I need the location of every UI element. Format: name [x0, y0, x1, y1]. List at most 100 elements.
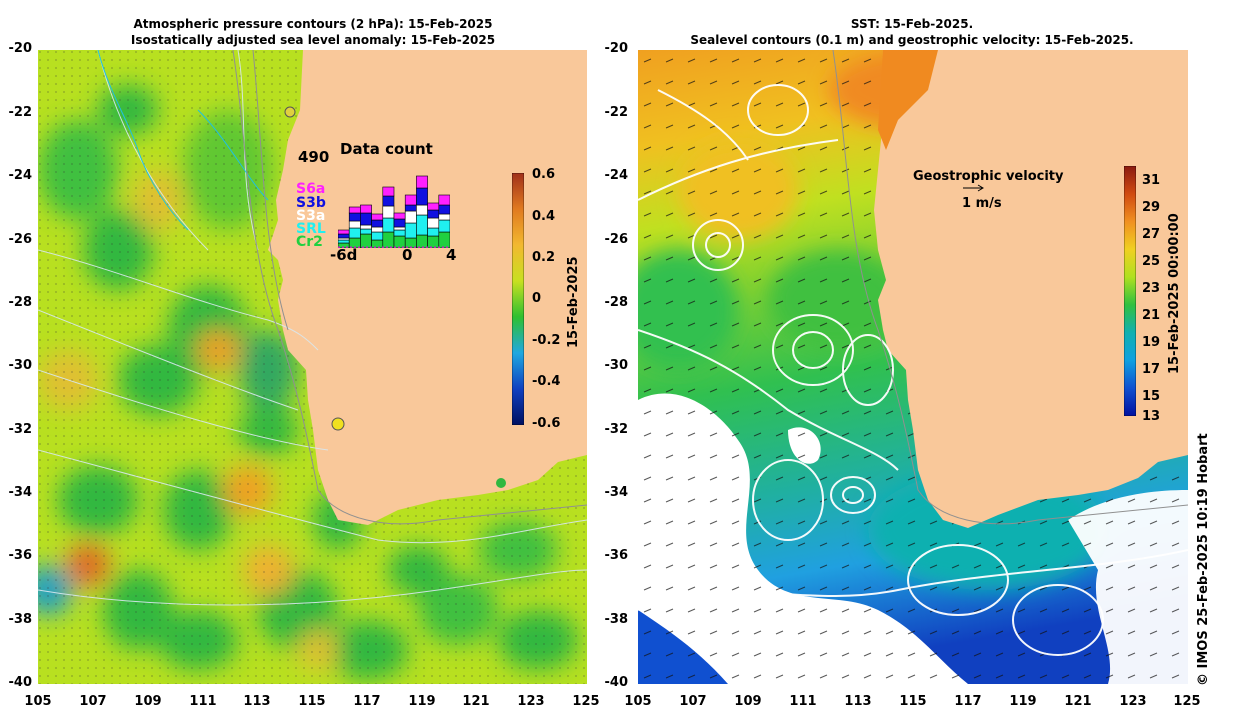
australia-land	[268, 50, 587, 525]
right-title-line2: Sealevel contours (0.1 m) and geostrophi…	[690, 33, 1134, 47]
data-count-bar-cr2	[427, 235, 440, 248]
right-x-tick: 115	[899, 694, 927, 709]
right-cbar-tick: 13	[1142, 409, 1161, 424]
data-count-bar-s6a	[348, 206, 361, 214]
right-x-tick: 113	[844, 694, 872, 709]
data-count-bar-s6a	[382, 186, 395, 197]
right-cbar-tick: 31	[1142, 173, 1161, 188]
right-y-tick: -34	[604, 485, 629, 500]
right-y-tick: -38	[604, 612, 629, 627]
data-count-bar-srl	[371, 231, 384, 241]
data-count-bar-s6a	[416, 175, 428, 189]
data-count-xlabel-zero: 0	[402, 246, 413, 264]
data-count-bar-cr2	[360, 233, 372, 248]
data-count-bar-srl	[360, 228, 372, 235]
data-count-bar-s3a	[382, 205, 395, 219]
data-count-xlabel-start: -6d	[330, 246, 358, 264]
data-count-bar-s6a	[427, 202, 440, 211]
data-count-bar-s3b	[348, 212, 361, 222]
left-map[interactable]	[38, 50, 587, 684]
data-count-bar-s3b	[338, 233, 350, 239]
legend-s3a: S3a	[296, 208, 326, 224]
data-count-bar-srl	[338, 239, 350, 244]
data-count-bar-srl	[393, 229, 406, 237]
right-cbar-tick: 19	[1142, 335, 1161, 350]
left-y-tick: -32	[8, 422, 33, 437]
right-y-tick: -26	[604, 232, 629, 247]
data-count-bar-s6a	[438, 194, 450, 206]
right-cbar-tick: 23	[1142, 281, 1161, 296]
legend-s3b: S3b	[296, 195, 326, 211]
left-y-tick: -38	[8, 612, 33, 627]
sst-map	[638, 50, 1188, 684]
right-cbar-tick: 15	[1142, 389, 1161, 404]
velocity-label: Geostrophic velocity	[913, 169, 1064, 184]
left-x-tick: 105	[24, 694, 52, 709]
right-y-tick: -36	[604, 548, 629, 563]
left-y-tick: -26	[8, 232, 33, 247]
data-count-bar-s3b	[404, 204, 417, 212]
left-y-tick: -34	[8, 485, 33, 500]
right-colorbar-date: 15-Feb-2025 00:00:00	[1167, 213, 1182, 374]
left-x-tick: 125	[572, 694, 600, 709]
right-map[interactable]	[638, 50, 1188, 684]
australia-land	[874, 50, 1188, 528]
data-count-bar-s3a	[438, 213, 450, 221]
left-x-tick: 121	[462, 694, 490, 709]
data-count-bar-s3a	[393, 226, 406, 231]
left-x-tick: 109	[134, 694, 162, 709]
left-cbar-tick: -0.4	[532, 374, 561, 389]
right-y-tick: -28	[604, 295, 629, 310]
left-y-tick: -36	[8, 548, 33, 563]
data-count-bar-s3b	[360, 212, 372, 226]
right-colorbar	[1124, 166, 1136, 416]
data-count-bar-srl	[382, 217, 395, 233]
velocity-arrow-icon	[963, 184, 984, 192]
data-count-xlabel-end: 4	[446, 246, 457, 264]
data-count-bar-s6a	[338, 229, 350, 235]
right-x-tick: 123	[1119, 694, 1147, 709]
right-cbar-tick: 17	[1142, 362, 1161, 377]
left-x-tick: 123	[517, 694, 545, 709]
legend-cr2: Cr2	[296, 234, 323, 250]
right-x-tick: 119	[1009, 694, 1037, 709]
left-x-tick: 111	[189, 694, 217, 709]
left-title-line2: Isostatically adjusted sea level anomaly…	[130, 33, 496, 47]
velocity-scale: 1 m/s	[962, 196, 1002, 211]
right-cbar-tick: 21	[1142, 308, 1161, 323]
right-x-tick: 111	[789, 694, 817, 709]
right-x-tick: 117	[954, 694, 982, 709]
right-y-tick: -24	[604, 168, 629, 183]
data-count-bar-s3b	[438, 204, 450, 215]
left-x-tick: 107	[79, 694, 107, 709]
right-cbar-tick: 25	[1142, 254, 1161, 269]
data-count-bar-s6a	[404, 194, 417, 206]
left-y-tick: -28	[8, 295, 33, 310]
data-count-bar-srl	[438, 219, 450, 233]
right-title-line1: SST: 15-Feb-2025.	[850, 17, 974, 31]
left-x-tick: 113	[243, 694, 271, 709]
data-count-bar-s3a	[404, 210, 417, 224]
right-y-tick: -30	[604, 358, 629, 373]
left-cbar-tick: 0.2	[532, 250, 556, 265]
data-count-bar-s3a	[371, 226, 384, 233]
right-x-tick: 107	[679, 694, 707, 709]
right-cbar-tick: 29	[1142, 200, 1161, 215]
right-y-tick: -32	[604, 422, 629, 437]
right-colorbar-gradient	[1124, 166, 1136, 416]
right-y-tick: -20	[604, 41, 629, 56]
data-count-bar-s3b	[416, 187, 428, 206]
data-count-bar-s3a	[427, 217, 440, 229]
data-count-bar-s3b	[382, 195, 395, 207]
right-y-tick: -40	[604, 675, 629, 690]
data-count-bar-s3a	[416, 204, 428, 216]
left-cbar-tick: 0.6	[532, 167, 556, 182]
left-cbar-tick: -0.6	[532, 416, 561, 431]
data-count-bar-s3a	[338, 237, 350, 241]
data-count-bar-s6a	[393, 212, 406, 220]
left-cbar-tick: -0.2	[532, 333, 561, 348]
data-count-bar-s3b	[371, 219, 384, 228]
left-colorbar	[512, 173, 524, 425]
data-count-max: 490	[298, 148, 330, 166]
data-count-bars	[338, 175, 450, 248]
